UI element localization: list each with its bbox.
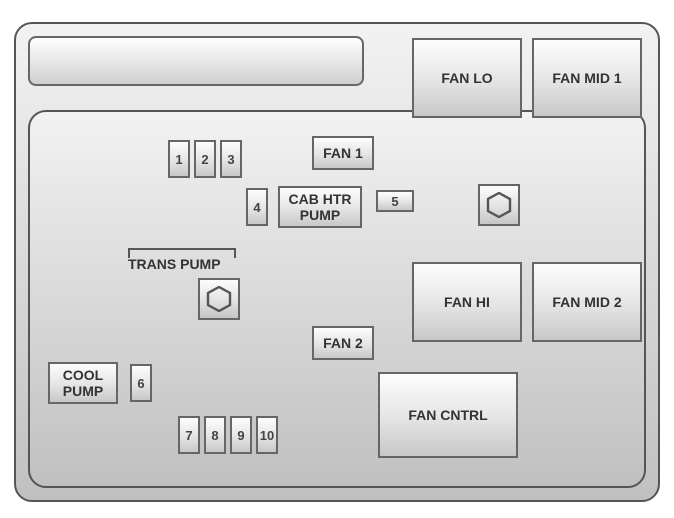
relay-cab-htr-pump: CAB HTRPUMP <box>278 186 362 228</box>
fuse-4: 4 <box>246 188 268 226</box>
fuse-6: 6 <box>130 364 152 402</box>
fuse-8: 8 <box>204 416 226 454</box>
relay-fan-2: FAN 2 <box>312 326 374 360</box>
trans-pump-label: TRANS PUMP <box>128 256 221 272</box>
fuse-5: 5 <box>376 190 414 212</box>
relay-fan-1: FAN 1 <box>312 136 374 170</box>
relay-fan-hi: FAN HI <box>412 262 522 342</box>
relay-fan-lo: FAN LO <box>412 38 522 118</box>
fuse-7: 7 <box>178 416 200 454</box>
hex-bolt-icon <box>478 184 520 226</box>
fuse-3: 3 <box>220 140 242 178</box>
relay-fan-mid-1: FAN MID 1 <box>532 38 642 118</box>
relay-fan-cntrl: FAN CNTRL <box>378 372 518 458</box>
fuse-2: 2 <box>194 140 216 178</box>
fuse-10: 10 <box>256 416 278 454</box>
relay-fan-mid-2: FAN MID 2 <box>532 262 642 342</box>
fuse-9: 9 <box>230 416 252 454</box>
hex-bolt-icon <box>198 278 240 320</box>
fuse-box-diagram: FAN LO FAN MID 1 FAN HI FAN MID 2 FAN CN… <box>0 0 674 518</box>
fuse-1: 1 <box>168 140 190 178</box>
relay-cool-pump: COOLPUMP <box>48 362 118 404</box>
top-bar <box>28 36 364 86</box>
